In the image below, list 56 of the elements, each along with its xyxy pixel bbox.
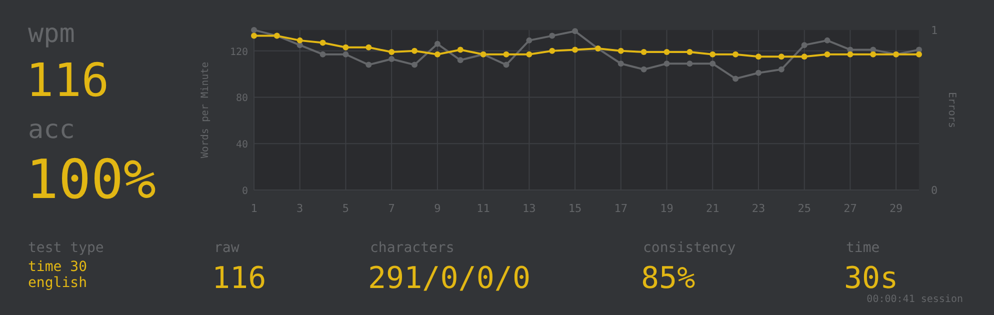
point [686,49,693,56]
point [778,66,784,72]
point [870,51,876,58]
point [412,62,418,68]
point [572,28,578,34]
text: 291/0/0/0 [368,261,531,296]
point [710,51,716,58]
point [824,51,830,58]
text: 116 [26,53,110,107]
point [503,51,510,58]
point [503,62,510,68]
point [251,32,257,39]
point [664,49,670,56]
point [755,54,762,60]
point [640,66,647,72]
point [916,51,922,58]
point [664,60,670,67]
point [549,48,556,54]
text: 85% [641,261,696,296]
point [847,51,854,58]
point [251,27,257,33]
point [342,44,349,50]
point [526,51,532,58]
point [366,44,372,50]
point [320,51,326,58]
point [710,60,716,67]
point [412,48,418,54]
point [457,46,464,53]
text: time 30 [28,259,88,275]
text: 116 [212,261,266,296]
point [572,46,578,53]
point [342,51,349,58]
point [755,70,762,76]
point [618,60,624,67]
point [640,49,647,56]
point [549,32,556,39]
point [732,51,739,58]
point [618,48,624,54]
point [778,54,784,60]
point [526,37,532,44]
text: 100% [26,148,156,211]
point [732,76,739,82]
text: english [28,275,88,291]
point [801,42,808,48]
point [388,49,395,56]
point [320,40,326,46]
point [388,56,395,62]
text: 30s [844,261,898,296]
point [686,60,693,67]
point [434,40,440,47]
point [366,62,372,68]
point [434,51,440,58]
point [801,54,808,60]
point [824,37,830,44]
point [457,57,464,64]
point [296,37,303,44]
